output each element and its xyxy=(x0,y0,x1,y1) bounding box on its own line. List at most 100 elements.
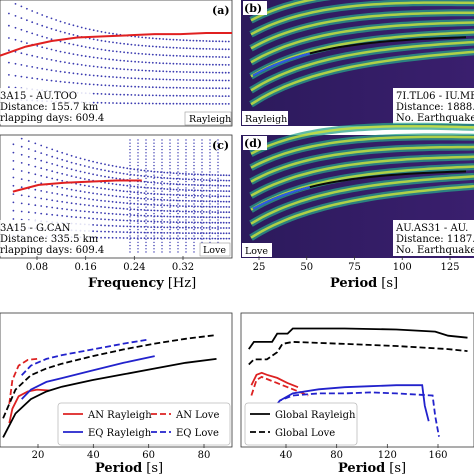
dispersion-dot xyxy=(177,142,179,144)
dispersion-dot xyxy=(185,196,187,199)
dispersion-dot xyxy=(145,142,147,144)
dispersion-dot xyxy=(182,210,184,213)
dispersion-dot xyxy=(201,164,203,167)
dispersion-dot xyxy=(201,161,203,164)
dispersion-dot xyxy=(123,59,125,62)
dispersion-dot xyxy=(185,79,188,81)
dispersion-dot xyxy=(202,216,205,219)
dispersion-dot xyxy=(221,63,224,66)
dispersion-dot xyxy=(199,87,201,89)
dispersion-dot xyxy=(211,237,214,240)
dispersion-dot xyxy=(193,164,195,167)
dispersion-dot xyxy=(153,198,156,201)
dispersion-dot xyxy=(189,47,192,50)
dispersion-dot xyxy=(218,95,221,97)
dispersion-dot xyxy=(119,102,122,105)
dispersion-dot xyxy=(140,174,143,177)
dispersion-dot xyxy=(153,190,155,192)
dispersion-dot xyxy=(137,155,139,157)
dispersion-dot xyxy=(51,155,54,158)
dispersion-dot xyxy=(209,219,211,221)
dispersion-dot xyxy=(185,180,187,183)
dispersion-dot xyxy=(169,54,171,57)
dispersion-dot xyxy=(201,152,203,154)
dispersion-dot xyxy=(137,200,139,202)
dispersion-dot xyxy=(27,148,30,150)
dispersion-dot xyxy=(169,244,171,247)
dispersion-dot xyxy=(201,187,203,189)
dispersion-dot xyxy=(175,94,178,97)
dispersion-dot xyxy=(163,232,166,234)
dispersion-dot xyxy=(217,222,219,224)
dispersion-dot xyxy=(108,93,111,96)
panel-c-dispersion-dots xyxy=(12,137,231,253)
dispersion-dot xyxy=(227,40,230,43)
dispersion-dot xyxy=(96,66,99,68)
dispersion-dot xyxy=(185,145,187,148)
dispersion-dot xyxy=(80,64,83,66)
dispersion-dot xyxy=(92,211,94,214)
dispersion-dot xyxy=(145,222,147,224)
dispersion-dot xyxy=(119,207,121,210)
dispersion-dot xyxy=(185,174,187,176)
dispersion-dot xyxy=(108,102,111,104)
panel-d-x-ticks: 25 50 75 100 125 xyxy=(253,256,460,273)
dispersion-dot xyxy=(209,238,211,240)
dispersion-dot xyxy=(137,193,139,196)
dispersion-dot xyxy=(129,212,131,215)
dispersion-dot xyxy=(192,47,195,50)
dispersion-dot xyxy=(137,196,139,199)
dispersion-dot xyxy=(161,196,163,199)
dispersion-dot xyxy=(155,37,158,40)
dispersion-dot xyxy=(129,251,131,253)
dispersion-dot xyxy=(185,228,187,231)
dispersion-dot xyxy=(211,221,214,224)
dispersion-dot xyxy=(92,173,94,176)
dispersion-dot xyxy=(147,186,149,189)
dispersion-dot xyxy=(205,173,208,176)
dispersion-dot xyxy=(211,200,214,203)
dispersion-dot xyxy=(191,232,193,235)
dispersion-dot xyxy=(169,235,171,237)
dispersion-dot xyxy=(143,220,146,223)
dispersion-dot xyxy=(197,189,199,192)
dispersion-dot xyxy=(100,84,103,86)
dispersion-dot xyxy=(192,95,195,97)
dispersion-dot xyxy=(224,79,227,82)
dispersion-dot xyxy=(211,179,214,182)
dispersion-dot xyxy=(182,194,184,197)
dispersion-dot xyxy=(177,216,179,218)
dispersion-dot xyxy=(205,95,208,97)
dispersion-dot xyxy=(126,51,129,54)
dispersion-dot xyxy=(129,190,131,192)
dispersion-dot xyxy=(209,180,211,183)
panel-a-red-curve xyxy=(0,32,232,57)
dispersion-dot xyxy=(64,31,66,34)
series-line xyxy=(8,388,50,424)
dispersion-dot xyxy=(134,52,137,55)
dispersion-dot xyxy=(177,232,179,234)
dispersion-dot xyxy=(64,61,66,64)
dispersion-dot xyxy=(68,42,71,45)
dispersion-dot xyxy=(20,178,23,181)
dispersion-dot xyxy=(201,174,203,176)
dispersion-dot xyxy=(225,216,228,219)
dispersion-dot xyxy=(112,32,114,35)
measured-curve-short-period xyxy=(252,186,311,210)
dispersion-dot xyxy=(185,210,187,213)
dispersion-dot xyxy=(172,232,175,234)
dispersion-dot xyxy=(169,238,171,240)
dispersion-dot xyxy=(185,161,187,164)
dispersion-dot xyxy=(199,173,202,176)
dispersion-dot xyxy=(129,171,131,173)
panel-c-distance: Distance: 335.5 km xyxy=(0,234,99,245)
dispersion-dot xyxy=(115,207,118,210)
dispersion-dot xyxy=(160,231,162,234)
dispersion-dot xyxy=(122,207,125,210)
dispersion-dot xyxy=(115,33,118,36)
dispersion-dot xyxy=(208,79,211,82)
dispersion-dot xyxy=(188,232,190,235)
dispersion-dot xyxy=(84,64,87,67)
dispersion-dot xyxy=(123,102,125,105)
dispersion-dot xyxy=(158,37,161,40)
